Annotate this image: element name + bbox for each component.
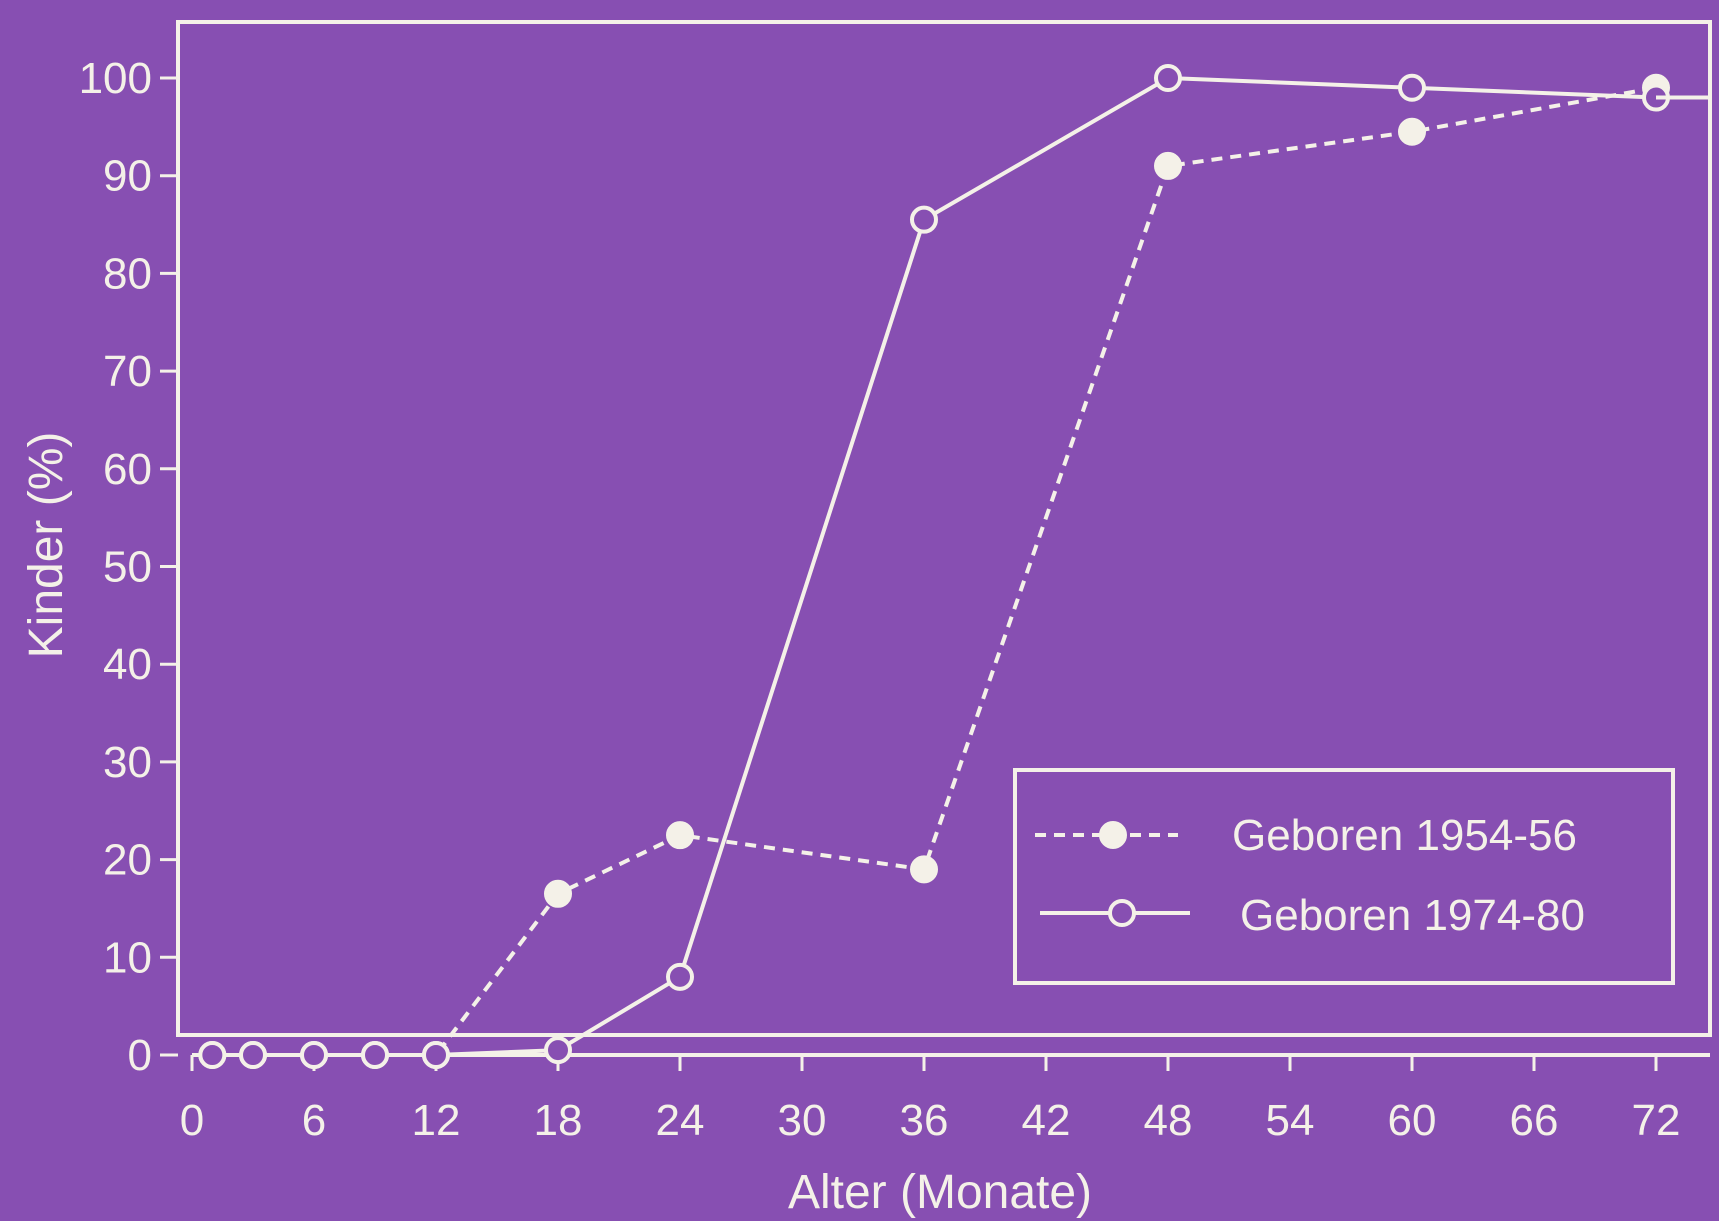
x-tick-label: 6 [302, 1096, 326, 1145]
plot-frame [176, 20, 1712, 1037]
x-tick-label: 48 [1144, 1096, 1193, 1145]
x-tick-label: 30 [778, 1096, 827, 1145]
y-tick-label: 90 [103, 152, 152, 201]
series-1-point [910, 855, 938, 884]
x-tick-label: 66 [1510, 1096, 1559, 1145]
y-tick-label: 30 [103, 738, 152, 787]
y-tick-label: 0 [128, 1031, 152, 1080]
series-2-point [361, 1041, 389, 1069]
y-tick-label: 60 [103, 445, 152, 494]
series-1-point [544, 879, 572, 908]
axes: 0 6 12 18 24 30 36 42 48 54 60 66 72 0 10 20 30 40 50 60 70 8… [79, 54, 1710, 1145]
legend-label-series-1: Geboren 1954-56 [1232, 811, 1577, 860]
legend-label-series-2: Geboren 1974-80 [1240, 891, 1585, 940]
series-1-point [1398, 117, 1426, 146]
y-axis-title: Kinder (%) [20, 432, 73, 659]
x-tick-label: 60 [1388, 1096, 1437, 1145]
series-2-point [1154, 64, 1182, 92]
legend: Geboren 1954-56 Geboren 1974-80 [1013, 768, 1675, 985]
y-tick-label: 20 [103, 836, 152, 885]
y-tick-label: 50 [103, 543, 152, 592]
y-tick-label: 70 [103, 347, 152, 396]
legend-box [1013, 768, 1675, 985]
x-tick-label: 12 [412, 1096, 461, 1145]
x-tick-label: 54 [1266, 1096, 1315, 1145]
series-2-point [239, 1041, 267, 1069]
series-2-point [1398, 73, 1426, 102]
x-tick-label: 36 [900, 1096, 949, 1145]
legend-items [1035, 821, 1190, 927]
series-2-point [198, 1041, 227, 1069]
x-tick-label: 18 [534, 1096, 583, 1145]
series-2-point [544, 1036, 572, 1065]
series-layer [198, 64, 1710, 1069]
y-tick-label: 80 [103, 249, 152, 298]
series-2-point [300, 1041, 328, 1069]
series-1-point [1154, 151, 1182, 180]
legend-marker-series-2 [1108, 899, 1136, 927]
series-2-point [910, 205, 938, 234]
series-1-point [666, 821, 694, 850]
legend-marker-series-1 [1099, 821, 1127, 849]
y-tick-label: 40 [103, 640, 152, 689]
y-tick-label: 100 [79, 54, 152, 103]
x-tick-label: 72 [1632, 1096, 1681, 1145]
x-tick-label: 0 [180, 1096, 204, 1145]
y-tick-label: 10 [103, 933, 152, 982]
x-tick-label: 42 [1022, 1096, 1071, 1145]
series-2-point [666, 962, 694, 991]
x-tick-label: 24 [656, 1096, 705, 1145]
x-axis-title: Alter (Monate) [788, 1166, 1092, 1219]
series-2-point [422, 1041, 450, 1069]
